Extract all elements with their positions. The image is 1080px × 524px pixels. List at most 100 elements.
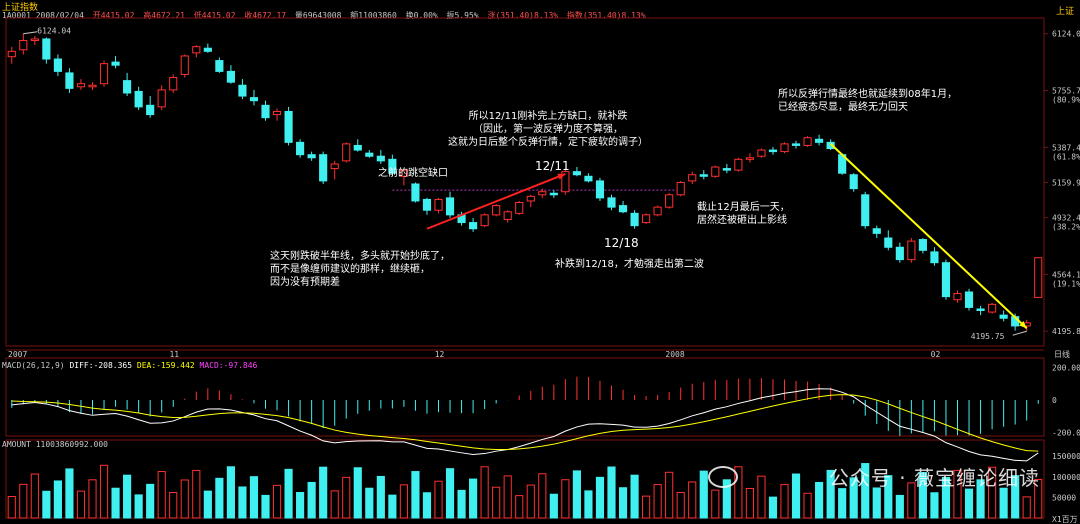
candle-body [307,154,316,159]
macd-diff-line [11,388,1039,462]
macd-dea: DEA:-159.442 [136,361,195,370]
high-value: 高4672.21 [143,11,185,20]
amount-unit: X1百万 [1052,515,1078,524]
yellow-arrow [829,143,1028,329]
candle-body [745,157,754,160]
amount-bar [411,471,420,519]
amount-label: AMOUNT 11003860992.000 [2,440,108,449]
price-tick-label: 6124.0 [1052,30,1080,39]
candle-body [434,198,443,211]
macd-dea-line [11,394,1039,452]
turnover-value: 换0.00% [405,11,438,20]
candle-body [665,194,674,208]
candle-body [30,38,39,42]
candle-body [630,212,639,227]
candle-body [780,143,789,153]
amount-bar [653,484,662,519]
amount-bar [549,493,558,519]
candle-body [722,168,731,171]
candle-body [699,174,708,177]
candle-body [192,46,201,54]
amount-bar [296,492,305,519]
amount-bar [249,476,259,519]
candle-body [676,181,685,196]
amount-bar [688,481,697,519]
chart-title: 上证指数 [2,3,39,13]
candle-body [284,110,293,143]
amount-bar [261,494,270,519]
candle-body [538,191,547,196]
candle-body [445,197,455,216]
annotation-1211: 所以12/11刚补完上方缺口，就补跌 （因此，第一波反弹力度不算强， 这就为日后… [448,111,648,148]
candle-body [376,155,385,162]
annotation-gap: 之前的跳空缺口 [378,168,448,179]
amount-bar [30,473,39,519]
red-arrow [426,173,566,230]
annotation-december: 截止12月最后一天， 居然还被砸出上影线 [697,202,790,226]
amplitude-value: 振5.95% [446,11,479,20]
low-marker: 4195.75 [971,332,1005,341]
amount-bar [215,477,224,519]
amount-bar [399,484,408,519]
candle-body [503,211,512,220]
candle-body [249,97,259,102]
high-marker-line [23,31,38,35]
yellow-arrow-head [1019,320,1027,329]
candle-body [884,237,893,248]
amount-bar [503,475,512,519]
close-value: 收4672.17 [244,11,287,20]
amount-bar [838,488,847,519]
low-value: 低4415.02 [193,11,236,20]
price-panel-frame [5,17,1045,347]
wechat-icon [708,466,738,488]
amount-bar [203,490,212,519]
amount-bar [630,474,639,519]
period-label: 日线 [1054,349,1070,359]
label-1211: 12/11 [535,159,570,173]
candle-body [791,143,801,146]
amount-bar [895,494,904,519]
amount-bar [434,480,443,519]
candle-body [861,194,870,227]
amount-bar [157,471,166,519]
amount-bar [907,482,916,519]
candle-body [642,214,651,224]
amount-bar [192,469,201,519]
amount-bar [572,470,581,519]
amount-bar [180,479,189,519]
price-tick-sub: (80.9%) [1052,96,1080,105]
price-tick-sub: (19.1%) [1052,279,1080,288]
amount-bar [388,494,397,519]
time-label: 2007 [8,350,27,359]
amount-bar [19,483,28,519]
time-label: 02 [931,350,941,359]
macd-diff: DIFF:-208.365 [69,361,133,370]
amount-bar [618,487,628,519]
candle-body [399,169,408,177]
amount-bar [146,483,155,519]
amount-tick-label: 50000 [1052,493,1076,502]
open-value: 开4415.02 [92,11,135,20]
amount-tick-label: 150000 [1052,452,1080,461]
candle-body [653,206,662,216]
amount-bar [342,476,351,519]
amount-bar [134,494,143,519]
candle-body [964,291,974,308]
amount-bar [665,471,674,519]
candle-body [134,90,143,108]
red-arrow-head [557,173,566,180]
candle-body [42,38,51,60]
amount-bar [365,487,374,519]
amount-bar [492,486,501,519]
candle-body [607,197,616,208]
amount-bar [422,492,432,519]
amount-bar [330,490,339,519]
amount-bar [42,490,51,519]
amount-bar [169,492,178,519]
candle-body [65,72,74,89]
amount-bar [538,473,547,519]
amount-bar [757,475,766,519]
candle-body [584,175,593,182]
amount-bar [642,495,651,519]
